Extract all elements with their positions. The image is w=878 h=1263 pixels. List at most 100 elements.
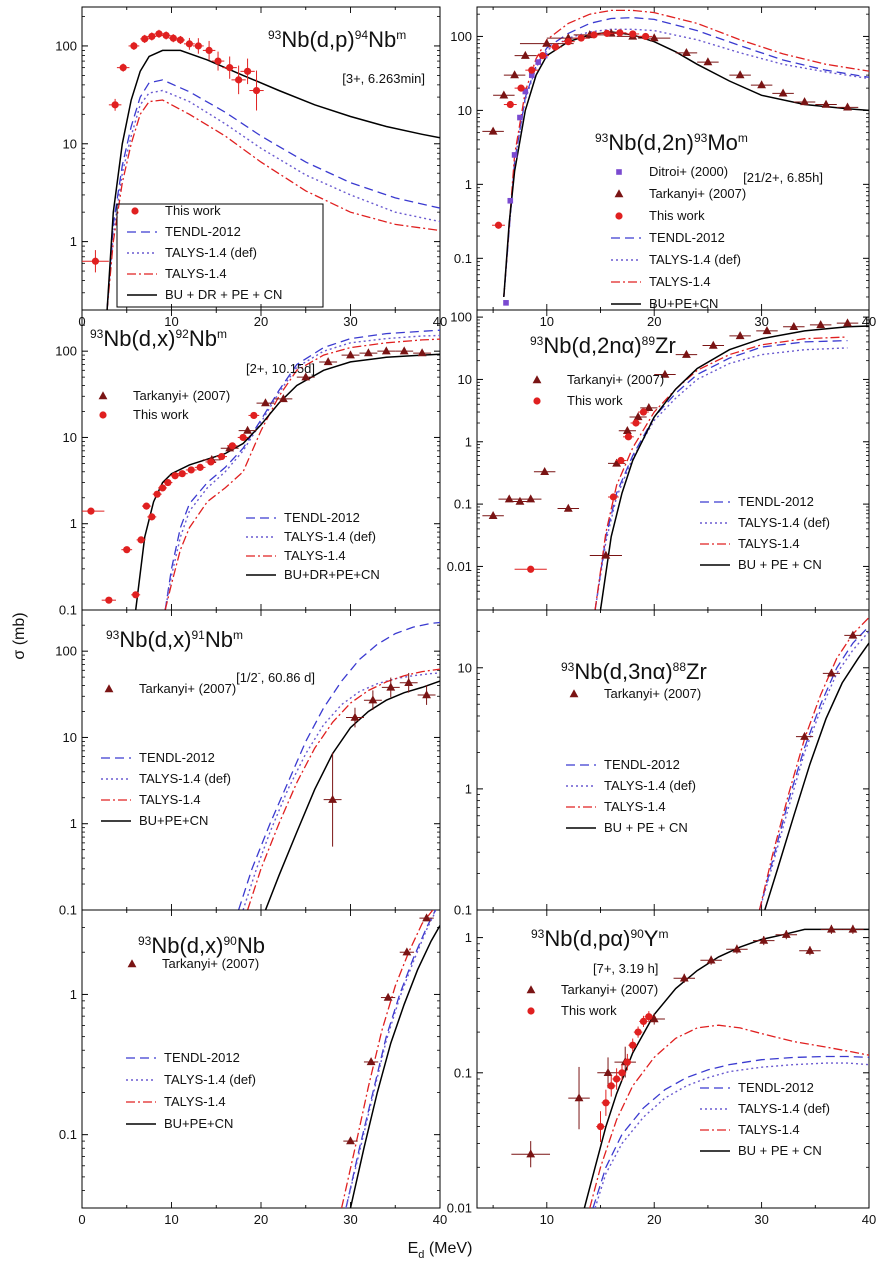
y-tick-label: 0.1 bbox=[454, 251, 472, 266]
legend-label: TENDL-2012 bbox=[284, 510, 360, 525]
point-tarkanyi-2007 bbox=[759, 935, 769, 944]
curves bbox=[594, 325, 869, 610]
legend-label: This work bbox=[561, 1003, 617, 1018]
point-tarkanyi-2007 bbox=[827, 924, 836, 933]
series-talys-1-4 bbox=[164, 338, 440, 610]
series-talys-1-4 bbox=[246, 668, 440, 910]
legend-label: Tarkanyi+ (2007) bbox=[162, 956, 259, 971]
title-pre: 93 bbox=[561, 660, 575, 674]
y-tick-label: 100 bbox=[55, 344, 77, 359]
legend-label: BU + PE + CN bbox=[738, 1143, 822, 1158]
series-tendl-2012 bbox=[164, 329, 440, 610]
point-tarkanyi-2007 bbox=[504, 494, 514, 503]
point-tarkanyi-2007 bbox=[703, 57, 713, 66]
legend-label: This work bbox=[567, 393, 623, 408]
legend: Tarkanyi+ (2007) TENDL-2012 TALYS-1.4 (def… bbox=[101, 681, 236, 828]
point-this-work bbox=[517, 84, 525, 92]
y-tick-label: 10 bbox=[63, 730, 77, 745]
y-tick-label: 0.01 bbox=[447, 559, 472, 574]
point-this-work bbox=[603, 29, 611, 37]
x-tick-label: 10 bbox=[540, 314, 554, 329]
point-this-work bbox=[629, 30, 637, 38]
point-this-work bbox=[596, 1123, 605, 1131]
legend-label: Tarkanyi+ (2007) bbox=[567, 372, 664, 387]
title-pre: 93 bbox=[106, 628, 120, 642]
legend-label: TALYS-1.4 (def) bbox=[284, 529, 376, 544]
point-ditroi-2000 bbox=[511, 152, 518, 158]
curves bbox=[340, 910, 440, 1208]
y-tick-label: 100 bbox=[55, 38, 77, 53]
series-tendl-2012 bbox=[106, 79, 440, 310]
plot-frame bbox=[81, 309, 441, 611]
point-this-work bbox=[132, 591, 140, 599]
point-tarkanyi-2007 bbox=[350, 712, 360, 721]
point-tarkanyi-2007 bbox=[520, 50, 530, 59]
point-ditroi-2000 bbox=[517, 114, 523, 121]
point-tarkanyi-2007 bbox=[323, 357, 333, 366]
data-points bbox=[323, 672, 436, 847]
point-tarkanyi-2007 bbox=[404, 677, 414, 686]
point-this-work bbox=[123, 546, 131, 554]
panel-subtitle: [2+, 10.15d] bbox=[246, 361, 315, 376]
point-this-work bbox=[228, 442, 236, 450]
x-tick-label: 30 bbox=[343, 314, 357, 329]
legend-label: Tarkanyi+ (2007) bbox=[604, 686, 701, 701]
panel-subtitle: [7+, 3.19 h] bbox=[593, 961, 658, 976]
panel-title: 93Nb(d,2n)93Mom bbox=[595, 130, 748, 155]
point-tarkanyi-2007 bbox=[848, 924, 858, 933]
legend-marker bbox=[127, 959, 137, 968]
series-tendl-2012 bbox=[594, 339, 848, 610]
curves bbox=[106, 49, 440, 310]
point-tarkanyi-2007 bbox=[827, 668, 836, 677]
title-b: Zr bbox=[655, 333, 676, 358]
point-tarkanyi-2007 bbox=[540, 466, 550, 475]
point-this-work bbox=[235, 76, 243, 84]
series-talys-1-4-def bbox=[594, 347, 848, 610]
point-tarkanyi-2007 bbox=[526, 494, 536, 503]
y-tick-label: 1 bbox=[70, 234, 77, 249]
panel-subtitle: [3+, 6.263min] bbox=[342, 71, 425, 86]
legend-label: TALYS-1.4 bbox=[139, 792, 201, 807]
title-b: Mo bbox=[707, 130, 738, 155]
data-points bbox=[511, 924, 864, 1168]
point-tarkanyi-2007 bbox=[732, 944, 742, 953]
y-tick-label: 0.1 bbox=[59, 603, 77, 618]
legend-label: BU + DR + PE + CN bbox=[165, 287, 282, 302]
y-tick-label: 10 bbox=[63, 430, 77, 445]
legend-label: Ditroi+ (2000) bbox=[649, 164, 728, 179]
x-tick-label: 20 bbox=[647, 1212, 661, 1227]
series-tendl-2012 bbox=[345, 910, 437, 1208]
point-this-work bbox=[239, 433, 247, 442]
title-b: Nb bbox=[189, 326, 217, 351]
title-mid: 90 bbox=[630, 927, 644, 941]
point-tarkanyi-2007 bbox=[843, 102, 852, 111]
point-this-work bbox=[148, 513, 156, 521]
data-points bbox=[82, 346, 432, 604]
title-pre: 93 bbox=[268, 28, 282, 42]
legend-label: Tarkanyi+ (2007) bbox=[133, 388, 230, 403]
y-tick-label: 1 bbox=[70, 516, 77, 531]
point-tarkanyi-2007 bbox=[515, 496, 525, 505]
series-talys-1-4-def bbox=[242, 672, 440, 910]
point-this-work bbox=[538, 52, 547, 60]
point-tarkanyi-2007 bbox=[422, 690, 431, 699]
point-tarkanyi-2007 bbox=[612, 458, 622, 467]
x-tick-label: 10 bbox=[164, 314, 178, 329]
point-this-work bbox=[148, 32, 156, 41]
point-this-work bbox=[111, 101, 119, 109]
legend-label: TALYS-1.4 (def) bbox=[165, 245, 257, 260]
series-tendl-2012 bbox=[758, 625, 869, 910]
panel-subtitle: [21/2+, 6.85h] bbox=[743, 170, 823, 185]
y-tick-label: 10 bbox=[458, 372, 472, 387]
point-tarkanyi-2007 bbox=[422, 913, 431, 922]
point-tarkanyi-2007 bbox=[757, 80, 767, 89]
point-this-work bbox=[153, 490, 161, 498]
point-ditroi-2000 bbox=[535, 59, 542, 65]
point-this-work bbox=[218, 452, 226, 461]
legend-marker bbox=[616, 169, 622, 175]
point-this-work bbox=[616, 29, 624, 37]
point-ditroi-2000 bbox=[507, 197, 514, 204]
series-talys-1-4 bbox=[758, 617, 869, 910]
plot-frame bbox=[476, 909, 870, 1209]
y-tick-label: 10 bbox=[458, 660, 472, 675]
